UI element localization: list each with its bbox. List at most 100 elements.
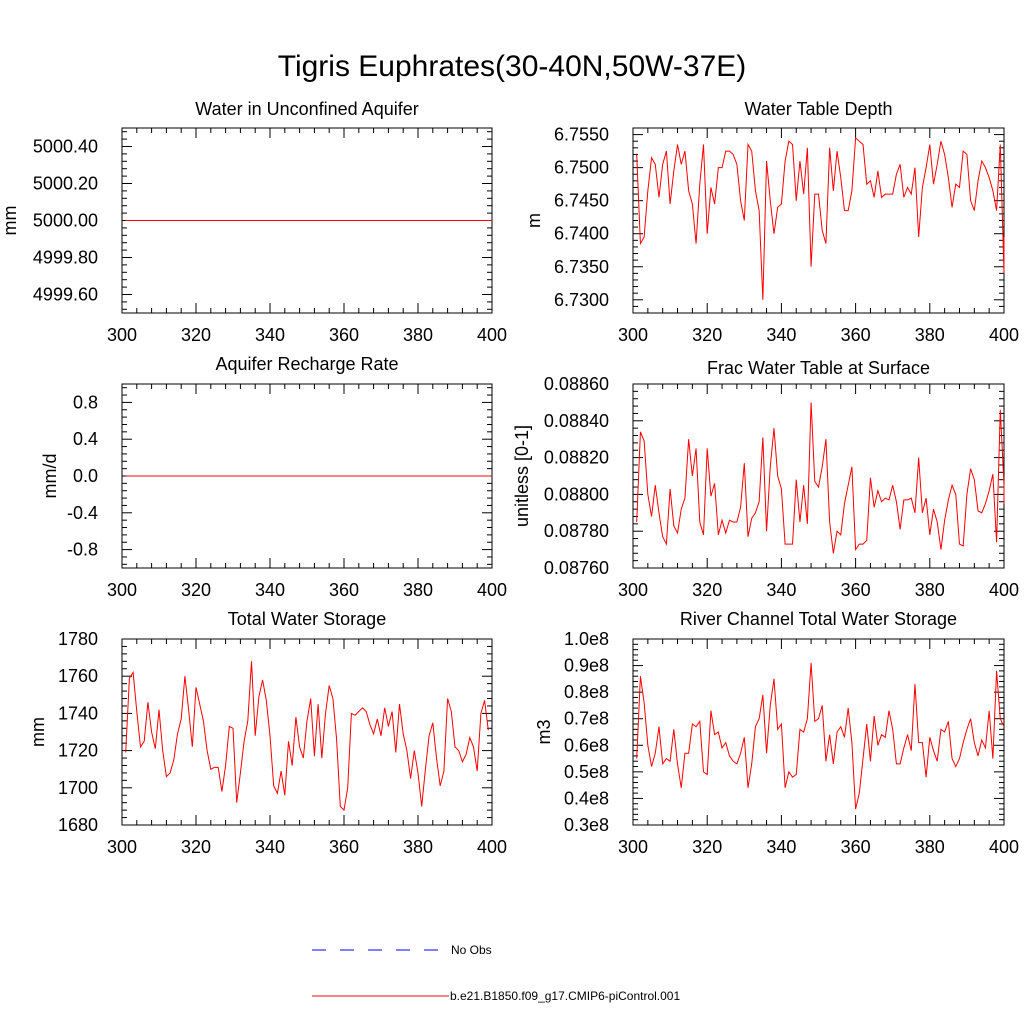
panel-title: Water in Unconfined Aquifer (195, 99, 418, 119)
x-tick-label: 380 (403, 325, 433, 345)
y-tick-label: 0.08840 (544, 411, 609, 431)
y-tick-label: 0.5e8 (564, 762, 609, 782)
y-tick-label: 0.08780 (544, 521, 609, 541)
y-tick-label: 6.7350 (554, 257, 609, 277)
x-tick-label: 300 (107, 325, 137, 345)
series-line-model (125, 661, 489, 812)
y-tick-label: -0.8 (67, 540, 98, 560)
x-tick-label: 300 (107, 580, 137, 600)
x-tick-label: 320 (692, 325, 722, 345)
panel-title: Total Water Storage (228, 609, 386, 629)
y-tick-label: 0.0 (73, 466, 98, 486)
x-tick-label: 360 (841, 837, 871, 857)
panel-title: River Channel Total Water Storage (680, 609, 957, 629)
x-tick-label: 340 (255, 580, 285, 600)
y-tick-label: 1720 (58, 741, 98, 761)
y-tick-label: 4999.80 (33, 248, 98, 268)
panel-1: Water in Unconfined Aquifer mm 300 320 340 36… (0, 99, 507, 345)
x-tick-label: 340 (766, 837, 796, 857)
legend-item-model: b.e21.B1850.f09_g17.CMIP6-piControl.001 (312, 988, 732, 1004)
legend-item-obs: No Obs (312, 942, 692, 958)
y-tick-label: 0.08800 (544, 484, 609, 504)
y-tick-label: 1780 (58, 629, 98, 649)
series-line-model (636, 662, 1005, 810)
y-tick-label: 0.08760 (544, 558, 609, 578)
y-tick-label: 0.08820 (544, 448, 609, 468)
plot-frame (632, 383, 1005, 569)
panel-title: Frac Water Table at Surface (707, 358, 930, 378)
y-axis-label: mm (28, 717, 48, 747)
y-axis-label: mm/d (40, 454, 60, 499)
legend-label-model: b.e21.B1850.f09_g17.CMIP6-piControl.001 (450, 989, 681, 1003)
x-tick-label: 360 (329, 837, 359, 857)
y-tick-label: 0.08860 (544, 374, 609, 394)
y-tick-label: 5000.00 (33, 211, 98, 231)
x-tick-label: 380 (915, 837, 945, 857)
y-tick-label: 6.7550 (554, 125, 609, 145)
y-tick-label: 0.3e8 (564, 815, 609, 835)
x-tick-label: 400 (989, 325, 1019, 345)
y-tick-label: 1680 (58, 815, 98, 835)
x-tick-label: 320 (181, 580, 211, 600)
legend-label-obs: No Obs (451, 943, 492, 957)
x-tick-label: 400 (989, 580, 1019, 600)
panel-title: Aquifer Recharge Rate (215, 354, 398, 374)
y-tick-label: 6.7500 (554, 158, 609, 178)
x-tick-label: 340 (255, 325, 285, 345)
x-tick-label: 320 (181, 325, 211, 345)
y-tick-label: 0.4 (73, 429, 98, 449)
y-tick-label: 0.8 (73, 392, 98, 412)
x-tick-label: 340 (255, 837, 285, 857)
series-line-model (636, 136, 1005, 300)
x-tick-label: 400 (989, 837, 1019, 857)
legend-swatch-model (312, 995, 449, 997)
y-tick-label: 0.6e8 (564, 735, 609, 755)
panel-2: Water Table Depth m 300 320 340 360 380 400 6.73… (524, 99, 1019, 345)
y-tick-label: 1700 (58, 778, 98, 798)
y-tick-label: 0.7e8 (564, 709, 609, 729)
x-tick-label: 340 (766, 325, 796, 345)
panel-6: River Channel Total Water Storage m3 300 32… (534, 609, 1019, 857)
x-tick-label: 360 (329, 580, 359, 600)
x-tick-label: 300 (618, 325, 648, 345)
x-tick-label: 300 (618, 580, 648, 600)
y-tick-label: -0.4 (67, 503, 98, 523)
x-tick-label: 320 (692, 837, 722, 857)
y-tick-label: 5000.20 (33, 174, 98, 194)
y-tick-label: 1760 (58, 666, 98, 686)
x-tick-label: 320 (181, 837, 211, 857)
panel-title: Water Table Depth (744, 99, 892, 119)
y-tick-label: 0.8e8 (564, 682, 609, 702)
plot-frame (632, 638, 1005, 826)
x-tick-label: 400 (477, 580, 507, 600)
x-tick-label: 400 (477, 837, 507, 857)
x-tick-label: 300 (107, 837, 137, 857)
y-tick-label: 6.7400 (554, 224, 609, 244)
y-axis-label: unitless [0-1] (512, 425, 532, 527)
x-tick-label: 340 (766, 580, 796, 600)
y-tick-label: 6.7450 (554, 191, 609, 211)
x-tick-label: 360 (841, 325, 871, 345)
y-tick-label: 5000.40 (33, 137, 98, 157)
y-tick-label: 0.9e8 (564, 656, 609, 676)
x-tick-label: 380 (403, 580, 433, 600)
panel-4: Frac Water Table at Surface unitless [0-1… (512, 358, 1019, 600)
y-tick-label: 6.7300 (554, 290, 609, 310)
y-tick-label: 1.0e8 (564, 629, 609, 649)
x-tick-label: 360 (841, 580, 871, 600)
legend-swatch-obs (312, 949, 440, 951)
y-axis-label: mm (0, 206, 20, 236)
y-tick-label: 1740 (58, 703, 98, 723)
series-line-model (636, 402, 1005, 554)
y-tick-label: 4999.60 (33, 285, 98, 305)
y-tick-label: 0.4e8 (564, 788, 609, 808)
figure-title: Tigris Euphrates(30-40N,50W-37E) (277, 50, 747, 83)
x-tick-label: 400 (477, 325, 507, 345)
plot-frame (632, 127, 1005, 314)
plot-frame (121, 638, 493, 826)
y-axis-label: m3 (534, 719, 554, 744)
x-tick-label: 320 (692, 580, 722, 600)
x-tick-label: 360 (329, 325, 359, 345)
x-tick-label: 380 (403, 837, 433, 857)
